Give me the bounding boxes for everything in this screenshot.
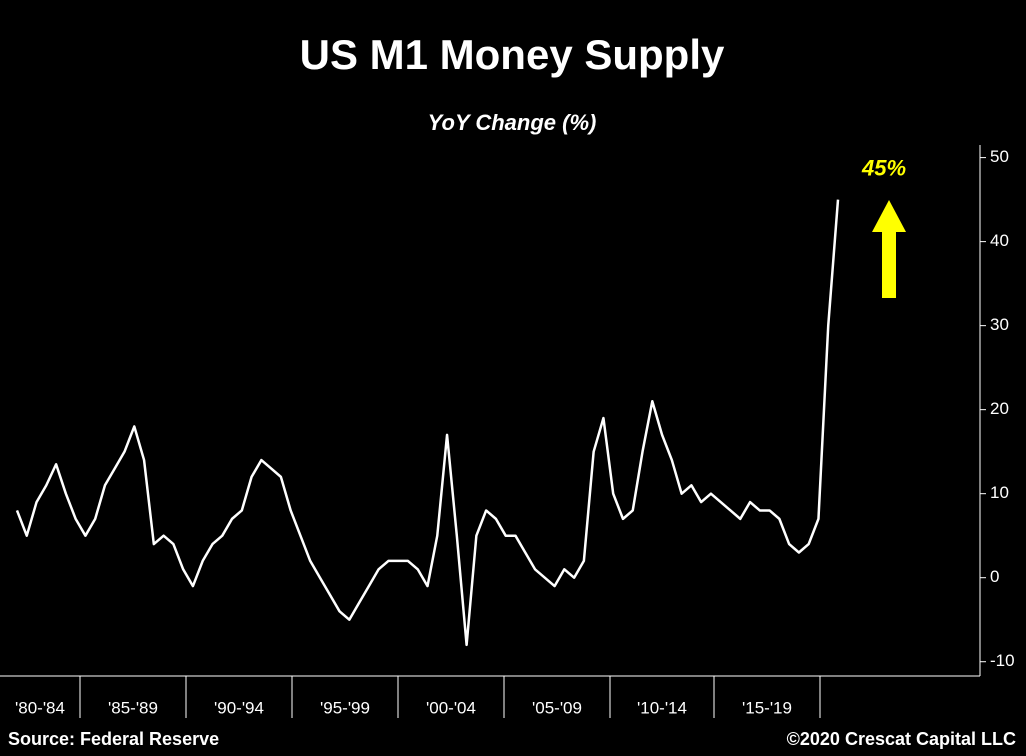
y-tick-label: 0	[990, 567, 999, 586]
x-band-label: '80-'84	[15, 698, 65, 717]
x-band-label: '10-'14	[637, 698, 687, 717]
y-tick-label: 30	[990, 315, 1009, 334]
copyright: ©2020 Crescat Capital LLC	[787, 729, 1016, 749]
x-band-label: '00-'04	[426, 698, 476, 717]
chart-subtitle: YoY Change (%)	[428, 110, 597, 135]
x-band-label: '90-'94	[214, 698, 264, 717]
y-tick-label: 10	[990, 483, 1009, 502]
arrow	[872, 200, 906, 298]
source: Source: Federal Reserve	[8, 729, 219, 749]
x-band-label: '85-'89	[108, 698, 158, 717]
x-band-label: '05-'09	[532, 698, 582, 717]
annotation: 45%	[861, 155, 906, 180]
x-band-label: '15-'19	[742, 698, 792, 717]
y-tick-label: 20	[990, 399, 1009, 418]
line-series	[15, 199, 840, 647]
y-tick-label: 40	[990, 231, 1009, 250]
y-tick-label: 50	[990, 147, 1009, 166]
y-tick-label: -10	[990, 651, 1015, 670]
chart-title: US M1 Money Supply	[300, 31, 725, 78]
x-band-label: '95-'99	[320, 698, 370, 717]
